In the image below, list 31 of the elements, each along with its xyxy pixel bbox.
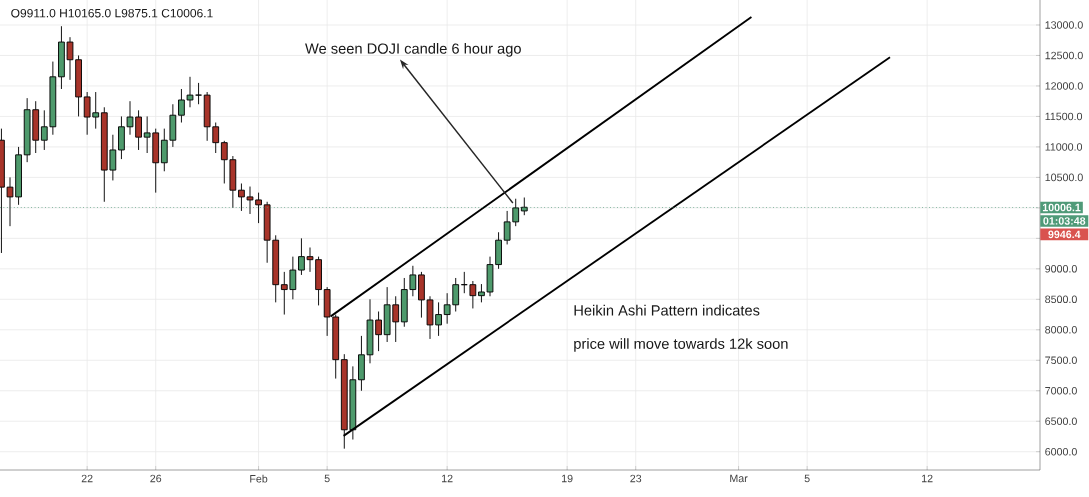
annotation: O9911.0 H10165.0 L9875.1 C10006.1 [11,8,213,18]
y-tick-label: 13000.0 [1045,21,1083,29]
text: 9946.4 [1048,230,1081,239]
x-tick-label: 23 [630,474,642,483]
x-tick-label: 12 [922,474,933,483]
y-tick-label: 11500.0 [1045,112,1083,121]
x-tick-label: 22 [81,474,93,483]
x-tick-label: 5 [324,474,330,483]
y-tick-label: 12500.0 [1045,51,1083,60]
y-tick-label: 7500.0 [1045,356,1077,365]
y-tick-label: 11000.0 [1045,143,1083,151]
x-tick-label: 12 [442,474,453,483]
candlestick [469,280,477,309]
annotation: price will move towards 12k soon [574,338,788,352]
y-tick-label: 10500.0 [1045,173,1083,182]
annotation: Heikin Ashi Pattern indicates [574,304,760,316]
annotation: We seen DOJI candle 6 hour ago [305,42,521,57]
x-tick-label: Feb [250,474,268,483]
x-tick-label: 5 [804,474,810,483]
text: 01:03:48 [1043,217,1086,225]
y-tick-label: 7000.0 [1045,386,1077,395]
y-tick-label: 6000.0 [1045,447,1077,456]
y-tick-label: 8500.0 [1045,295,1077,304]
y-tick-label: 9000.0 [1045,265,1077,273]
x-tick-label: 26 [150,474,162,483]
y-tick-label: 12000.0 [1045,82,1083,90]
x-tick-label: Mar [730,474,748,483]
ref-line-label: 10006.1 [1042,203,1081,212]
y-tick-label: 6500.0 [1045,417,1077,426]
y-tick-label: 8000.0 [1045,326,1077,334]
x-tick-label: 19 [562,474,573,483]
